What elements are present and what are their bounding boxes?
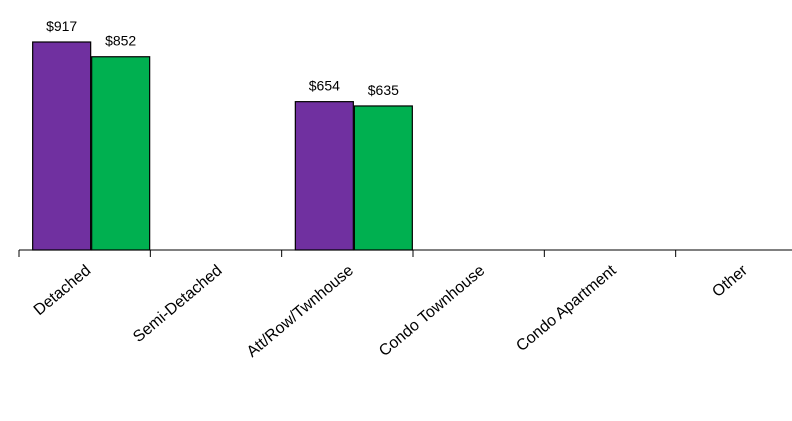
bar-series2-0 bbox=[91, 56, 151, 251]
x-axis bbox=[18, 249, 792, 257]
bar-series2-2 bbox=[353, 105, 413, 251]
bar-series1-2 bbox=[294, 101, 354, 251]
bars-layer bbox=[32, 41, 413, 251]
data-label-series2-0: $852 bbox=[105, 33, 136, 49]
x-tick-label-2: Att/Row/Twnhouse bbox=[244, 262, 357, 361]
x-tick-label-5: Other bbox=[709, 262, 751, 301]
x-tick-label-4: Condo Apartment bbox=[513, 262, 620, 355]
data-label-series1-0: $917 bbox=[46, 18, 77, 34]
x-tick-label-3: Condo Townhouse bbox=[376, 262, 488, 360]
bar-series1-0 bbox=[32, 41, 92, 251]
data-label-series1-2: $654 bbox=[309, 78, 340, 94]
x-tick-label-0: Detached bbox=[31, 262, 94, 319]
x-tick-label-1: Semi-Detached bbox=[130, 262, 225, 346]
data-label-series2-2: $635 bbox=[368, 82, 399, 98]
